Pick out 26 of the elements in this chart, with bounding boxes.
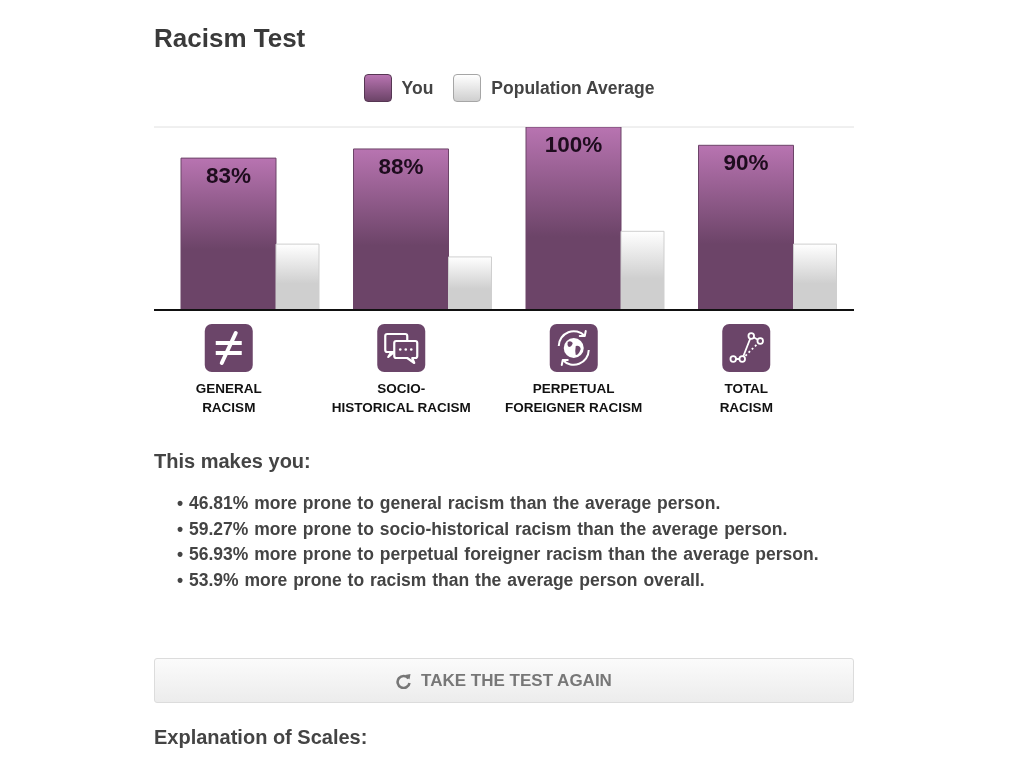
data-label: 88% <box>378 153 424 179</box>
bar <box>620 230 665 310</box>
data-label: 100% <box>544 131 603 157</box>
bar <box>448 256 492 310</box>
x-tick-label: PERPETUAL FOREIGNER RACISM <box>505 381 643 415</box>
legend-label: You <box>401 77 434 99</box>
bar <box>275 243 320 310</box>
bar <box>698 144 794 310</box>
bar <box>180 157 277 310</box>
x-tick-label: GENERAL RACISM <box>195 381 262 415</box>
button[interactable]: TAKE THE TEST AGAIN <box>154 658 854 703</box>
x-tick-label: SOCIO- HISTORICAL RACISM <box>331 381 471 415</box>
text: • 53.9% more prone to racism than the average person overall. <box>177 569 706 593</box>
bar <box>793 243 837 310</box>
text: • 56.93% more prone to perpetual foreigner racism than the average person. <box>177 543 820 567</box>
text: This makes you: <box>154 449 311 474</box>
bar <box>353 148 449 310</box>
legend-label: Population Average <box>491 77 655 99</box>
text: Explanation of Scales: <box>154 725 368 750</box>
text: • 59.27% more prone to socio-historical racism than the average person. <box>177 517 789 541</box>
x-tick-label: TOTAL RACISM <box>719 381 773 415</box>
data-label: 83% <box>205 163 252 189</box>
chart-title: Racism Test <box>154 22 306 55</box>
bar <box>525 127 622 310</box>
text: • 46.81% more prone to general racism than the average person. <box>177 492 722 515</box>
data-label: 90% <box>723 150 769 176</box>
